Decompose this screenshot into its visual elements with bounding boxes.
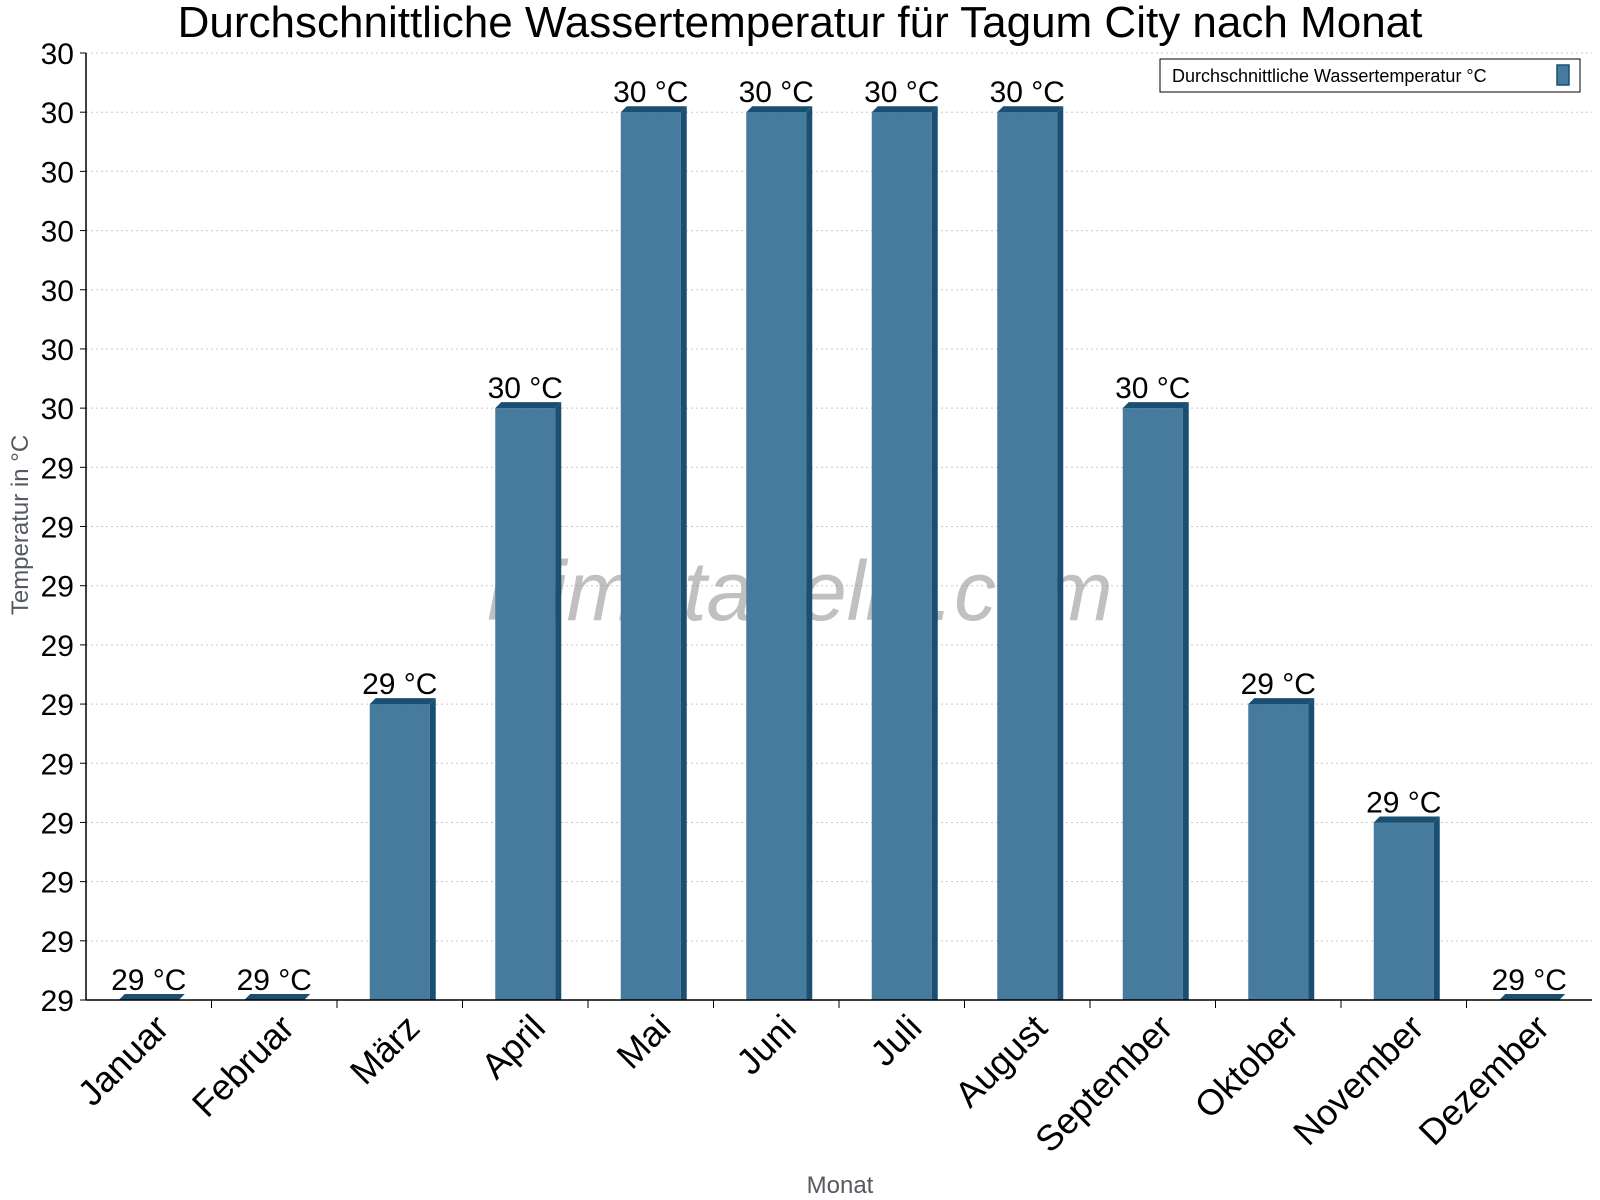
bars (118, 106, 1566, 1000)
y-tick-labels: 29 29 29 29 29 29 29 29 29 29 30 30 30 30 30 30 30 (41, 38, 86, 1018)
y-tick-label: 30 (41, 334, 74, 367)
y-tick-label: 29 (41, 689, 74, 722)
y-tick-label: 29 (41, 926, 74, 959)
x-tick-label: Oktober (1186, 1007, 1306, 1127)
bar (369, 704, 430, 1000)
data-label: 29 °C (1492, 964, 1567, 997)
legend-label: Durchschnittliche Wassertemperatur °C (1172, 66, 1487, 86)
bar-top (620, 106, 687, 113)
x-tick-label: Juli (862, 1007, 929, 1074)
bar-side (931, 106, 938, 1000)
data-label: 29 °C (1366, 786, 1441, 819)
y-tick-label: 29 (41, 748, 74, 781)
y-tick-label: 30 (41, 216, 74, 249)
x-tick-label: Januar (70, 1007, 177, 1114)
chart-title: Durchschnittliche Wassertemperatur für T… (177, 0, 1423, 47)
bar-side (1433, 816, 1440, 1000)
x-tick-label: März (342, 1007, 428, 1093)
bar (746, 112, 807, 1000)
y-tick-label: 29 (41, 512, 74, 545)
x-tick-label: November (1285, 1007, 1431, 1153)
data-label: 30 °C (739, 76, 814, 109)
bar-top (1499, 994, 1566, 1000)
bar-side (680, 106, 687, 1000)
legend-box (1159, 58, 1581, 93)
bar-side (806, 106, 813, 1000)
bar-top (1122, 402, 1189, 409)
bar-top (495, 402, 562, 409)
x-tick-label: Februar (184, 1007, 302, 1125)
grid-lines (86, 52, 1592, 942)
bar-side (429, 698, 436, 1000)
x-axis-title: Monat (807, 1172, 874, 1199)
bar-top (1373, 816, 1440, 823)
data-label: 30 °C (488, 372, 563, 405)
bar (1248, 704, 1309, 1000)
data-label: 29 °C (237, 964, 312, 997)
x-tick-label: September (1027, 1007, 1181, 1161)
bar-top (1248, 698, 1315, 705)
bar-top (369, 698, 436, 705)
bar-side (1182, 402, 1189, 1000)
bar (997, 112, 1058, 1000)
y-axis-title: Temperatur in °C (7, 435, 34, 615)
y-tick-label: 30 (41, 393, 74, 426)
x-tick-labels: Januar Februar März April Mai Juni Juli AugustS… (70, 1000, 1557, 1160)
y-tick-label: 29 (41, 630, 74, 663)
bar-side (1308, 698, 1315, 1000)
y-tick-label: 30 (41, 38, 74, 71)
y-tick-label: 29 (41, 452, 74, 485)
y-tick-label: 30 (41, 275, 74, 308)
y-tick-label: 29 (41, 807, 74, 840)
y-tick-label: 29 (41, 571, 74, 604)
legend: Durchschnittliche Wassertemperatur °C (1159, 58, 1581, 93)
bar (1122, 408, 1183, 1000)
y-tick-label: 30 (41, 97, 74, 130)
data-label: 30 °C (864, 76, 939, 109)
bar (871, 112, 932, 1000)
y-tick-label: 30 (41, 156, 74, 189)
bar-side (555, 402, 562, 1000)
data-label: 30 °C (1115, 372, 1190, 405)
data-label: 30 °C (990, 76, 1065, 109)
data-label: 30 °C (613, 76, 688, 109)
bar-top (244, 994, 311, 1000)
legend-swatch (1556, 64, 1570, 86)
data-label: 29 °C (1241, 668, 1316, 701)
bar-top (871, 106, 938, 113)
bar (495, 408, 556, 1000)
y-tick-label: 29 (41, 867, 74, 900)
bar-top (118, 994, 185, 1000)
bar-top (746, 106, 813, 113)
bar (620, 112, 681, 1000)
data-label: 29 °C (362, 668, 437, 701)
x-tick-label: April (473, 1007, 553, 1087)
x-tick-label: August (947, 1007, 1055, 1115)
x-tick-label: Juni (728, 1007, 804, 1083)
x-tick-label: Dezember (1410, 1007, 1556, 1153)
bar (1373, 822, 1434, 1000)
x-tick-label: Mai (608, 1007, 678, 1077)
bar-top (997, 106, 1064, 113)
y-tick-label: 29 (41, 985, 74, 1018)
data-label: 29 °C (111, 964, 186, 997)
bar-side (1057, 106, 1064, 1000)
data-labels: 29 °C 29 °C 29 °C 30 °C 30 °C 30 °C 30 °C 30 °C… (111, 76, 1567, 997)
